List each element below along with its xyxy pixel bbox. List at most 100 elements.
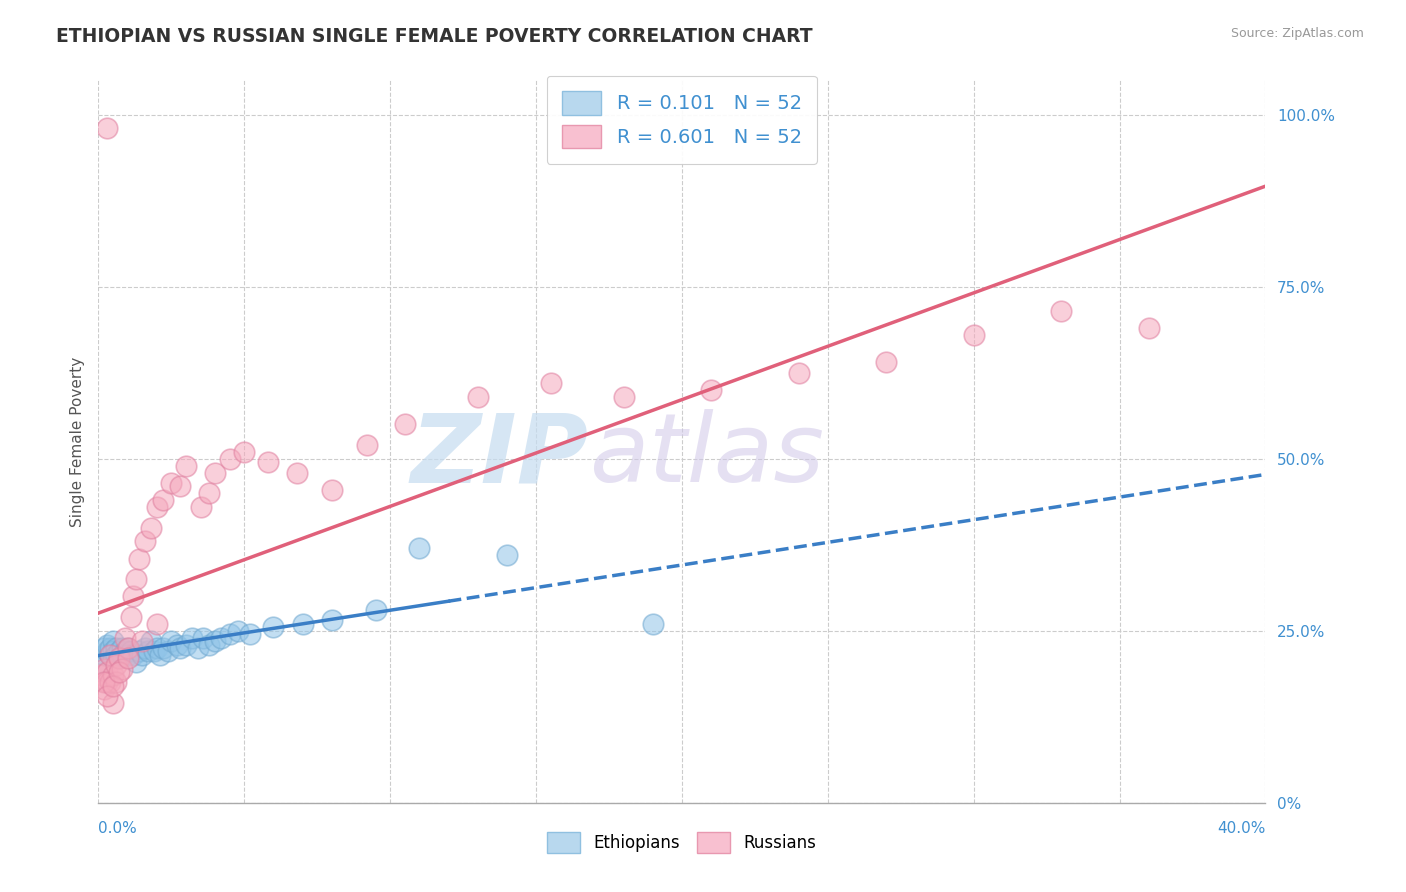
- Point: [93, 675, 115, 690]
- Point: [152, 493, 174, 508]
- Point: [166, 638, 188, 652]
- Point: [93, 640, 115, 655]
- Point: [204, 466, 226, 480]
- Point: [98, 648, 121, 662]
- Point: [122, 590, 145, 604]
- Point: [131, 634, 153, 648]
- Point: [93, 662, 115, 676]
- Point: [125, 655, 148, 669]
- Point: [101, 668, 124, 682]
- Point: [117, 648, 139, 662]
- Point: [120, 610, 142, 624]
- Point: [160, 475, 183, 490]
- Point: [93, 648, 115, 662]
- Point: [117, 640, 139, 655]
- Point: [174, 638, 197, 652]
- Point: [187, 640, 209, 655]
- Y-axis label: Single Female Poverty: Single Female Poverty: [69, 357, 84, 526]
- Point: [152, 640, 174, 655]
- Point: [496, 548, 519, 562]
- Point: [209, 631, 232, 645]
- Point: [962, 327, 984, 342]
- Point: [101, 634, 124, 648]
- Point: [104, 648, 127, 662]
- Point: [408, 541, 430, 556]
- Point: [108, 651, 131, 665]
- Point: [134, 640, 156, 655]
- Point: [98, 640, 121, 655]
- Point: [96, 689, 118, 703]
- Point: [218, 627, 240, 641]
- Point: [612, 390, 634, 404]
- Point: [198, 638, 221, 652]
- Point: [96, 675, 118, 690]
- Point: [101, 644, 124, 658]
- Point: [239, 627, 262, 641]
- Text: 0.0%: 0.0%: [98, 821, 138, 836]
- Point: [169, 640, 191, 655]
- Point: [111, 648, 134, 662]
- Point: [131, 648, 153, 662]
- Point: [700, 383, 723, 397]
- Point: [136, 644, 159, 658]
- Text: Source: ZipAtlas.com: Source: ZipAtlas.com: [1230, 27, 1364, 40]
- Text: atlas: atlas: [589, 409, 824, 502]
- Point: [204, 634, 226, 648]
- Point: [101, 651, 124, 665]
- Point: [193, 631, 215, 645]
- Point: [108, 665, 131, 679]
- Point: [256, 455, 278, 469]
- Point: [108, 644, 131, 658]
- Point: [787, 366, 810, 380]
- Point: [122, 648, 145, 662]
- Point: [101, 696, 124, 710]
- Point: [90, 668, 112, 682]
- Point: [111, 640, 134, 655]
- Point: [134, 534, 156, 549]
- Point: [233, 445, 256, 459]
- Point: [1137, 321, 1160, 335]
- Point: [190, 500, 212, 514]
- Point: [93, 682, 115, 697]
- Point: [641, 616, 664, 631]
- Point: [117, 651, 139, 665]
- Point: [104, 658, 127, 673]
- Point: [128, 644, 150, 658]
- Point: [218, 451, 240, 466]
- Point: [356, 438, 378, 452]
- Point: [120, 644, 142, 658]
- Point: [364, 603, 387, 617]
- Point: [96, 644, 118, 658]
- Point: [108, 651, 131, 665]
- Point: [96, 638, 118, 652]
- Point: [875, 355, 897, 369]
- Point: [157, 644, 180, 658]
- Point: [321, 614, 343, 628]
- Point: [101, 679, 124, 693]
- Point: [174, 458, 197, 473]
- Point: [321, 483, 343, 497]
- Point: [285, 466, 308, 480]
- Point: [114, 644, 136, 658]
- Point: [160, 634, 183, 648]
- Point: [146, 500, 169, 514]
- Point: [169, 479, 191, 493]
- Point: [149, 648, 172, 662]
- Point: [291, 616, 314, 631]
- Point: [98, 648, 121, 662]
- Point: [1050, 303, 1073, 318]
- Point: [117, 640, 139, 655]
- Point: [467, 390, 489, 404]
- Point: [228, 624, 250, 638]
- Point: [125, 572, 148, 586]
- Point: [96, 665, 118, 679]
- Point: [262, 620, 284, 634]
- Point: [104, 640, 127, 655]
- Text: ETHIOPIAN VS RUSSIAN SINGLE FEMALE POVERTY CORRELATION CHART: ETHIOPIAN VS RUSSIAN SINGLE FEMALE POVER…: [56, 27, 813, 45]
- Point: [540, 376, 562, 390]
- Point: [98, 675, 121, 690]
- Text: 40.0%: 40.0%: [1218, 821, 1265, 836]
- Point: [96, 121, 118, 136]
- Point: [394, 417, 416, 432]
- Point: [146, 640, 169, 655]
